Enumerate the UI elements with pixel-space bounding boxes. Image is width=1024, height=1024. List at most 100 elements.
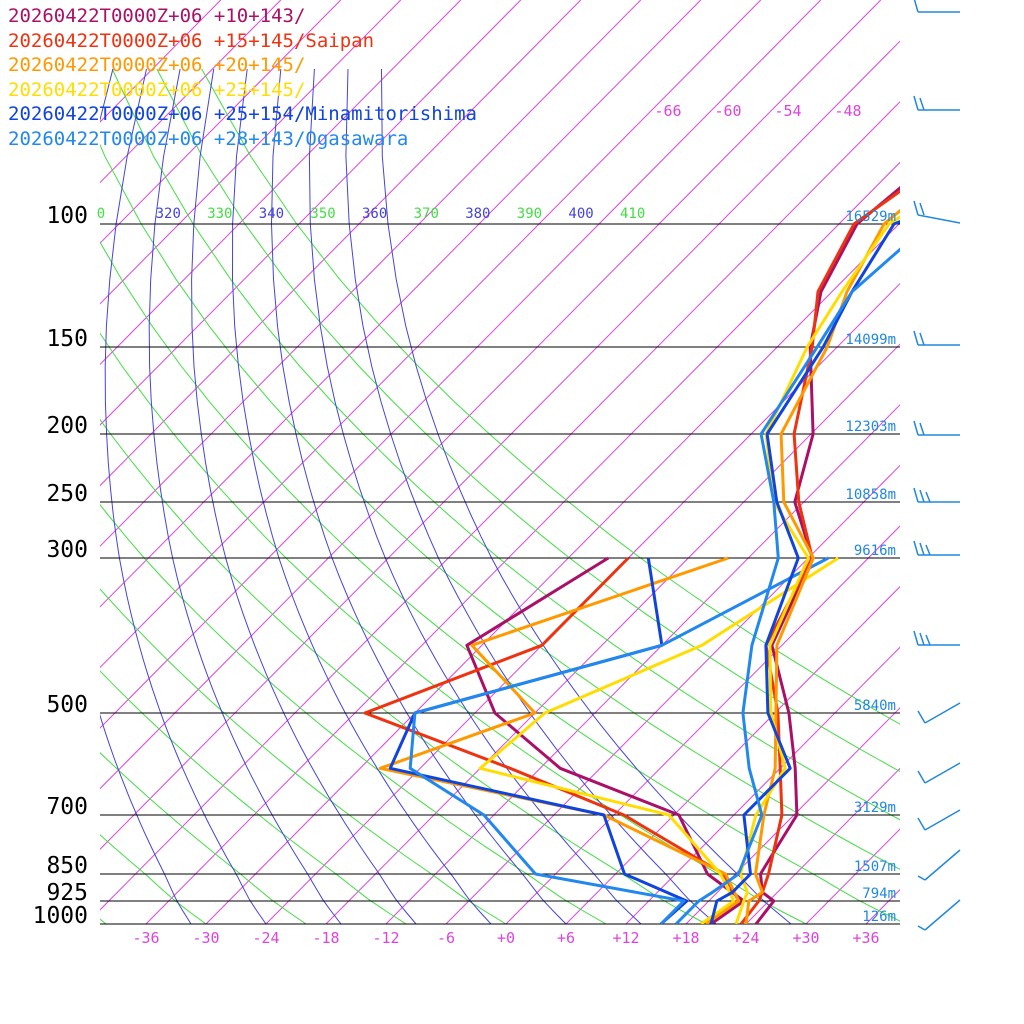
moist-adiabat-line: [308, 68, 642, 924]
moist-adiabat-line: [100, 68, 192, 924]
moist-adiabat-line: [231, 68, 492, 924]
dry-adiabat-line: [100, 241, 900, 922]
pressure-label: 250: [46, 481, 88, 507]
legend-entry: 20260422T0000Z+06 +25+154/Minamitorishim…: [8, 103, 477, 125]
dry-adiabat-line: [100, 588, 507, 924]
height-label: 126m: [862, 909, 896, 925]
x-tick-label: +6: [557, 929, 575, 947]
dry-adiabat-line: [100, 418, 707, 924]
pressure-label: 500: [46, 692, 88, 718]
theta-label: 360: [362, 206, 387, 222]
dry-adiabat-line: [100, 503, 607, 924]
dry-adiabat-line: [201, 68, 900, 725]
isotherm-line: [145, 161, 900, 924]
moist-adiabat-line: [270, 68, 567, 924]
temperature-profile-line: [709, 220, 900, 924]
theta-label: 330: [207, 206, 232, 222]
height-label: 16529m: [845, 209, 896, 225]
pressure-label: 100: [46, 203, 88, 229]
x-tick-label: +18: [672, 929, 699, 947]
isotherm-line: [926, 0, 1024, 924]
wind-barb: [913, 0, 960, 13]
theta-label: 380: [465, 206, 490, 222]
isotherm-line: [745, 767, 900, 924]
x-tick-label: -18: [312, 929, 339, 947]
height-label: 10858m: [845, 487, 896, 503]
x-tick-label: +30: [792, 929, 819, 947]
wind-barb: [917, 809, 961, 831]
wind-barb: [913, 420, 960, 436]
theta-label: 400: [568, 206, 593, 222]
isotherm-line: [100, 0, 762, 669]
wind-barb: [913, 630, 960, 646]
isotherm-line: [865, 888, 900, 924]
wind-barb: [917, 762, 961, 784]
pressure-label: 700: [46, 794, 88, 820]
height-label: 12303m: [845, 419, 896, 435]
temperature-profile-line: [734, 215, 900, 924]
isotherm-line: [100, 0, 282, 184]
x-tick-label: -36: [132, 929, 159, 947]
pressure-label: 200: [46, 413, 88, 439]
wind-barb: [913, 95, 960, 111]
isotherm-line: [100, 0, 642, 547]
legend-entry: 20260422T0000Z+06 +28+143/Ogasawara: [8, 127, 409, 150]
theta-label: 390: [517, 206, 542, 222]
wind-barb: [917, 849, 961, 881]
height-label: 1507m: [854, 859, 896, 875]
dry-adiabat-line: [100, 834, 207, 924]
isotherm-line: [385, 404, 900, 924]
dry-adiabat-line: [100, 670, 407, 924]
isotherm-line: [100, 0, 522, 426]
isotherm-line: [100, 0, 342, 244]
isotherm-line: [100, 40, 900, 850]
x-tick-label: -12: [372, 929, 399, 947]
theta-label: 320: [156, 206, 181, 222]
legend-entry: 20260422T0000Z+06 +15+145/Saipan: [8, 29, 375, 52]
dry-adiabat-line: [100, 752, 307, 924]
isotherm-line: [986, 0, 1024, 924]
chart-legend: 20260422T0000Z+06 +10+143/20260422T0000Z…: [8, 4, 477, 151]
upper-temp-label: -48: [834, 102, 861, 120]
temperature-profile-line: [674, 247, 900, 924]
theta-label: 410: [620, 206, 645, 222]
isotherm-line: [100, 0, 702, 608]
moist-adiabat-line: [104, 68, 267, 924]
isotherm-line: [100, 0, 402, 305]
isotherm-line: [685, 707, 900, 924]
isotherm-line: [625, 646, 900, 924]
upper-temp-label: -66: [654, 102, 681, 120]
x-tick-label: +0: [497, 929, 515, 947]
height-label: 9616m: [854, 543, 896, 559]
x-tick-label: -6: [437, 929, 455, 947]
isotherm-line: [100, 101, 900, 911]
legend-entry: 20260422T0000Z+06 +20+145/: [8, 54, 306, 76]
dry-adiabat-line: [156, 68, 900, 773]
isotherm-line: [505, 525, 900, 924]
wind-barb: [917, 899, 961, 931]
isotherm-line: [100, 0, 582, 487]
isotherm-line: [205, 222, 900, 924]
x-tick-label: -24: [252, 929, 279, 947]
x-tick-label: +36: [852, 929, 879, 947]
moist-adiabat-line: [381, 68, 792, 924]
dry-adiabat-line: [100, 143, 900, 870]
theta-label: 350: [310, 206, 335, 222]
isotherm-line: [100, 0, 462, 366]
theta-label: 0: [97, 206, 105, 222]
moist-adiabat-line: [191, 68, 417, 924]
pressure-label: 925: [46, 880, 88, 906]
dewpoint-profile-line: [378, 556, 741, 924]
x-tick-label: +12: [612, 929, 639, 947]
upper-temp-label: -60: [714, 102, 741, 120]
theta-label: 370: [414, 206, 439, 222]
moist-adiabat-line: [148, 68, 342, 924]
dewpoint-profile-line: [478, 556, 840, 924]
x-tick-label: -30: [192, 929, 219, 947]
height-label: 5840m: [854, 698, 896, 714]
legend-entry: 20260422T0000Z+06 +23+145/: [8, 78, 306, 101]
pressure-label: 300: [46, 537, 88, 563]
wind-barb: [917, 702, 961, 724]
dewpoint-profile-line: [408, 556, 829, 924]
